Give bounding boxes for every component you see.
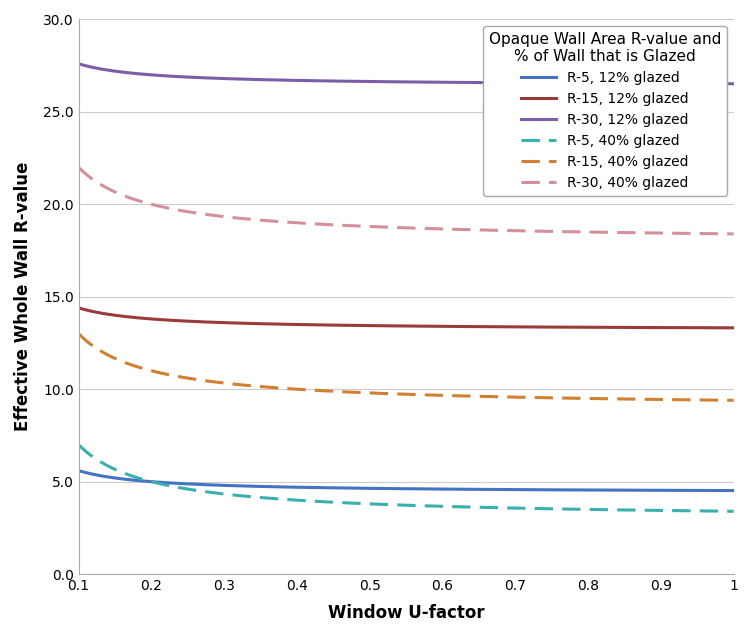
R-5, 40% glazed [729,508,738,515]
R-5, 12% glazed [611,487,620,494]
Line: R-30, 40% glazed: R-30, 40% glazed [79,167,734,234]
R-30, 40% glazed [464,226,473,233]
R-15, 12% glazed [429,322,438,330]
R-15, 12% glazed [74,304,83,312]
R-30, 40% glazed [385,223,394,231]
R-5, 12% glazed [429,485,438,493]
R-15, 40% glazed [429,391,438,399]
R-5, 40% glazed [714,508,723,515]
R-5, 12% glazed [385,485,394,492]
R-30, 12% glazed [429,78,438,86]
R-15, 40% glazed [611,395,620,403]
R-5, 12% glazed [714,487,723,494]
R-15, 12% glazed [714,324,723,331]
Line: R-30, 12% glazed: R-30, 12% glazed [79,64,734,84]
R-5, 12% glazed [464,485,473,493]
R-15, 40% glazed [714,396,723,404]
Line: R-5, 12% glazed: R-5, 12% glazed [79,471,734,490]
R-30, 12% glazed [385,78,394,86]
R-15, 40% glazed [389,390,398,398]
R-15, 40% glazed [385,390,394,398]
R-30, 12% glazed [74,60,83,67]
R-5, 40% glazed [385,501,394,508]
R-5, 12% glazed [389,485,398,492]
R-5, 40% glazed [389,501,398,509]
R-30, 12% glazed [611,80,620,87]
R-30, 40% glazed [74,163,83,171]
Y-axis label: Effective Whole Wall R-value: Effective Whole Wall R-value [14,162,32,431]
R-15, 12% glazed [389,322,398,329]
Legend: R-5, 12% glazed, R-15, 12% glazed, R-30, 12% glazed, R-5, 40% glazed, R-15, 40% : R-5, 12% glazed, R-15, 12% glazed, R-30,… [484,26,726,195]
R-30, 40% glazed [729,230,738,238]
R-30, 12% glazed [714,80,723,88]
R-30, 40% glazed [611,229,620,237]
R-30, 40% glazed [389,224,398,232]
R-30, 12% glazed [729,80,738,88]
R-5, 12% glazed [729,487,738,494]
R-5, 40% glazed [464,503,473,511]
R-15, 12% glazed [464,322,473,330]
R-15, 12% glazed [385,322,394,329]
X-axis label: Window U-factor: Window U-factor [328,604,484,622]
R-15, 40% glazed [74,330,83,338]
R-15, 12% glazed [611,324,620,331]
R-5, 40% glazed [74,441,83,448]
R-30, 12% glazed [389,78,398,86]
R-30, 40% glazed [429,225,438,233]
R-5, 12% glazed [74,467,83,474]
Line: R-15, 40% glazed: R-15, 40% glazed [79,334,734,400]
Line: R-15, 12% glazed: R-15, 12% glazed [79,308,734,328]
R-5, 40% glazed [429,502,438,510]
R-15, 40% glazed [464,392,473,400]
R-30, 40% glazed [714,230,723,237]
R-30, 12% glazed [464,79,473,86]
Line: R-5, 40% glazed: R-5, 40% glazed [79,445,734,511]
R-15, 12% glazed [729,324,738,331]
R-5, 40% glazed [611,506,620,514]
R-15, 40% glazed [729,396,738,404]
